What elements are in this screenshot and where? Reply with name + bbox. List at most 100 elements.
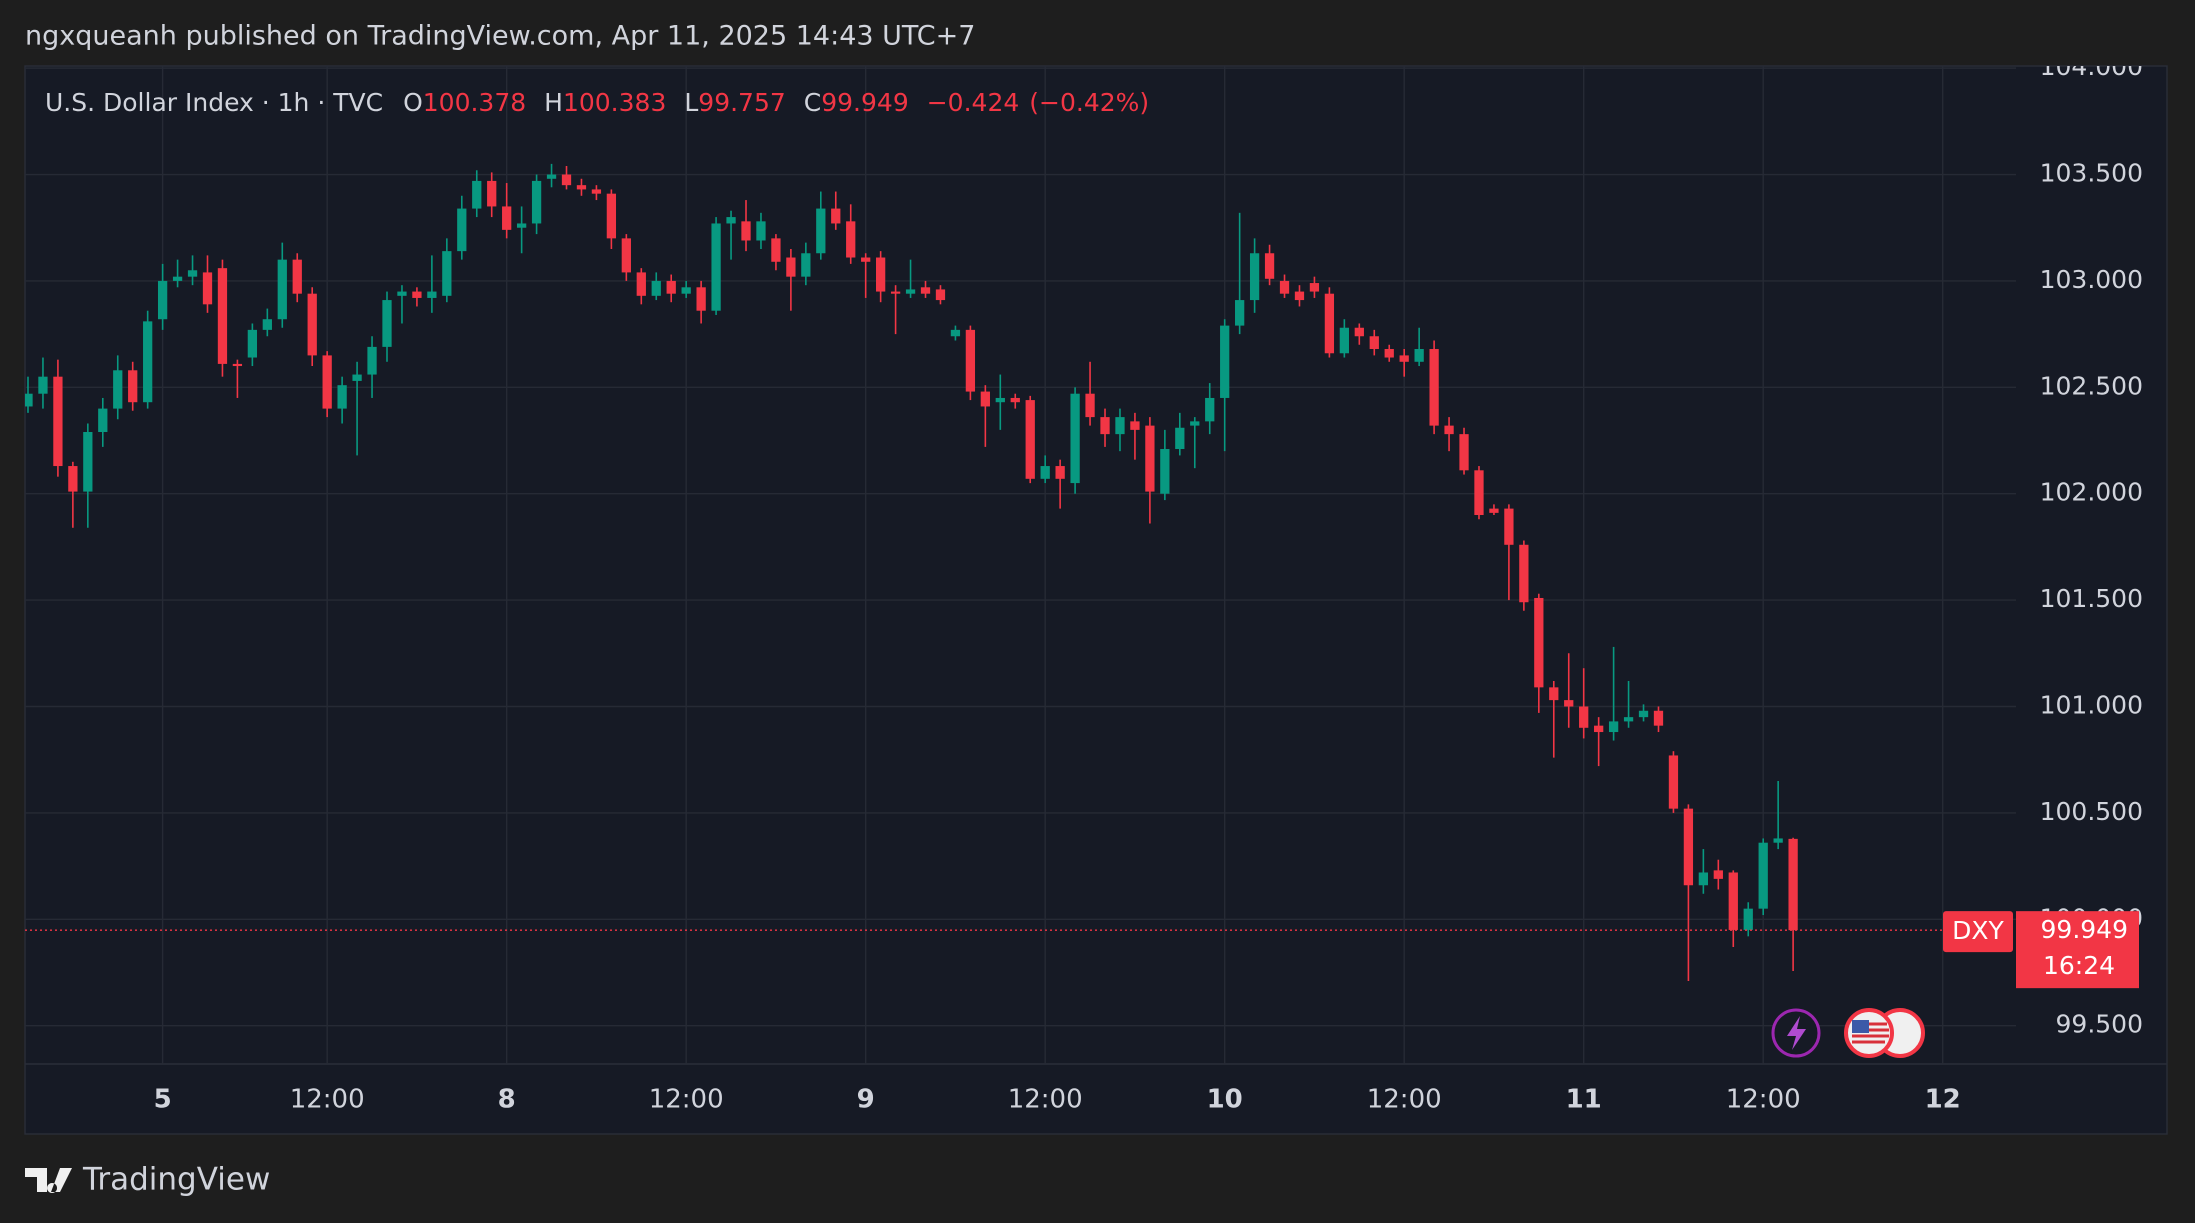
candle-body [157, 280, 168, 320]
flag-stripes [1852, 1022, 1889, 1044]
event-icons [1771, 1008, 1925, 1058]
candle-body [1489, 508, 1499, 513]
candle-body [846, 221, 856, 258]
axes: 99.500100.000100.500101.000101.500102.00… [154, 52, 2143, 1115]
candle-body [277, 259, 287, 320]
candle-body [1579, 706, 1589, 728]
symbol-box [1943, 911, 2013, 953]
caption: ngxqueanh published on TradingView.com, … [25, 21, 975, 52]
candle-body [995, 397, 1005, 403]
candle-body [1623, 717, 1634, 722]
price-label: 99.949 [2041, 915, 2128, 944]
candle-body [711, 223, 721, 311]
candle-body [1354, 327, 1364, 337]
candle-body [591, 189, 602, 194]
candle-body [1564, 700, 1574, 707]
candle-body [1025, 400, 1035, 479]
candle-body [1070, 393, 1080, 484]
candle-body [771, 238, 781, 262]
candle-body [576, 185, 587, 190]
candle-body [1594, 725, 1604, 733]
candle-body [382, 300, 392, 347]
y-tick-label: 101.000 [2040, 691, 2143, 720]
candle-body [1235, 300, 1245, 326]
x-tick-label: 5 [154, 1085, 172, 1115]
x-tick-label: 10 [1207, 1085, 1243, 1115]
candle-body [621, 238, 631, 273]
legend-symbol: U.S. Dollar Index · 1h · TVC [45, 88, 383, 117]
candle-body [1788, 838, 1798, 931]
candle-body [202, 272, 213, 305]
candle-body [502, 206, 512, 230]
candle-body [1504, 508, 1514, 545]
candle-body [232, 363, 243, 367]
candle-body [1264, 253, 1275, 279]
candle-body [1175, 427, 1185, 450]
candle-body [1145, 425, 1155, 492]
y-tick-label: 103.500 [2040, 159, 2143, 188]
candle-body [68, 466, 78, 492]
candle-body [1085, 393, 1095, 418]
candle-body [1758, 842, 1768, 909]
candle-body [172, 276, 183, 281]
candle-body [1160, 449, 1170, 494]
candle-body [890, 291, 901, 294]
candle-body [561, 174, 572, 186]
candle-body [1534, 597, 1544, 688]
legend-change-pct: (−0.42%) [1029, 88, 1149, 117]
candle-body [1638, 710, 1649, 718]
candle-body [1369, 336, 1379, 350]
candle-body [786, 257, 796, 277]
legend-label: O [403, 88, 423, 117]
candle-body [98, 408, 108, 433]
x-tick-label: 9 [857, 1085, 875, 1115]
brand-logo [25, 1168, 72, 1193]
candle-body [1100, 417, 1110, 435]
y-tick-label: 99.500 [2056, 1010, 2143, 1039]
candle-body [1040, 466, 1050, 479]
x-tick-label: 12:00 [1367, 1085, 1442, 1115]
y-tick-label: 104.000 [2040, 52, 2143, 81]
candle-body [83, 432, 93, 492]
candle-body [1414, 349, 1424, 362]
candle-body [1713, 870, 1723, 879]
candle-body [1055, 466, 1065, 479]
x-tick-label: 11 [1566, 1085, 1602, 1115]
candle-body [651, 280, 661, 296]
candle-body [1190, 421, 1200, 426]
candle-body [187, 270, 198, 277]
candle-body [920, 287, 931, 294]
candle-body [1743, 908, 1753, 930]
candle-body [292, 259, 302, 294]
candle-body [1010, 397, 1020, 403]
candle-body [412, 291, 422, 298]
candle-body [1444, 425, 1454, 435]
x-tick-label: 8 [498, 1085, 516, 1115]
candle-body [531, 180, 542, 224]
candle-body [1294, 291, 1305, 301]
candle-body [636, 272, 646, 296]
candle-body [337, 385, 347, 409]
candle-body [367, 346, 377, 375]
candle-body [262, 319, 272, 330]
candle-body [861, 257, 871, 262]
candle-body [1309, 283, 1320, 292]
candle-body [816, 208, 826, 254]
candle-body [442, 251, 452, 296]
x-tick-label: 12:00 [1726, 1085, 1801, 1115]
candle-body [25, 393, 33, 407]
candle-body [143, 321, 153, 403]
candle-body [1773, 838, 1783, 843]
candle-body [875, 257, 886, 292]
legend-label: H [544, 88, 563, 117]
candle-body [352, 374, 362, 381]
legend: U.S. Dollar Index · 1h · TVC O100.378 H100… [45, 88, 1149, 117]
countdown-label: 16:24 [2043, 951, 2115, 980]
x-tick-label: 12:00 [649, 1085, 724, 1115]
candle-body [756, 221, 766, 241]
candle-body [606, 193, 617, 239]
candle-body [1459, 434, 1469, 471]
candle-body [113, 370, 123, 409]
